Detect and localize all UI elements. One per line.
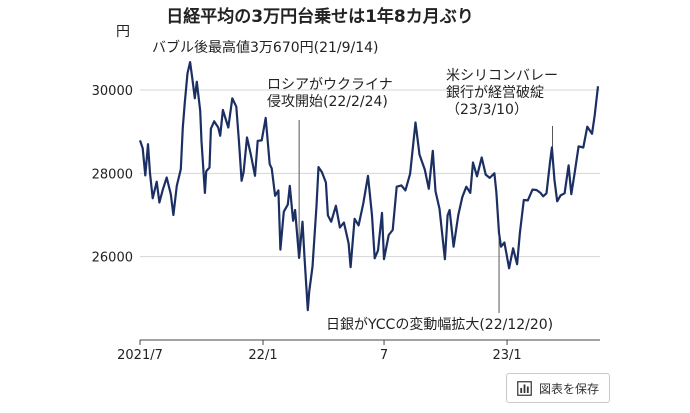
annotation-label: 米シリコンバレー: [446, 68, 558, 84]
annotation-label: 銀行が経営破綻: [446, 85, 544, 101]
annotation-label: 日銀がYCCの変動幅拡大(22/12/20): [326, 316, 553, 333]
x-tick-label: 2021/7: [117, 348, 163, 363]
chart-title: 日経平均の3万円台乗せは1年8カ月ぶり: [166, 6, 474, 27]
x-tick-label: 23/1: [492, 348, 521, 363]
annotation-label: バブル後最高値3万670円(21/9/14): [152, 39, 379, 56]
y-tick-label: 26000: [92, 251, 133, 266]
save-chart-button[interactable]: 図表を保存: [506, 373, 610, 403]
y-tick-label: 30000: [92, 84, 133, 99]
y-axis-unit: 円: [116, 24, 130, 40]
annotation-label: ロシアがウクライナ: [267, 77, 393, 93]
y-tick-label: 28000: [92, 167, 133, 182]
annotation-label: 侵攻開始(22/2/24): [267, 93, 388, 110]
x-tick-label: 22/1: [248, 348, 277, 363]
x-tick-label: 7: [380, 348, 388, 363]
annotation-label: （23/3/10）: [446, 102, 528, 118]
save-button-label: 図表を保存: [538, 381, 599, 396]
bar-chart-icon: [517, 380, 532, 396]
nikkei-series-line: [138, 61, 600, 312]
